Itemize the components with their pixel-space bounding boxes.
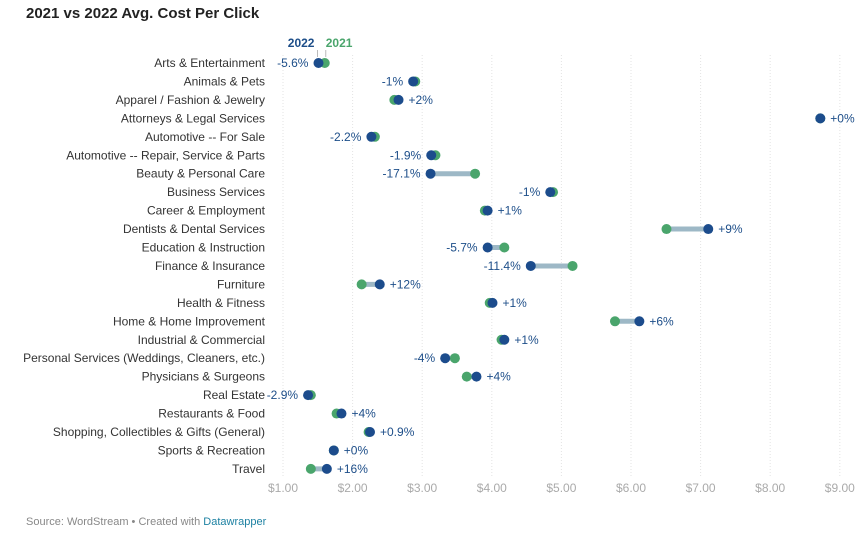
change-label: +12%: [390, 277, 421, 291]
x-tick-label: $7.00: [686, 481, 716, 495]
change-label: +0%: [830, 111, 855, 125]
dot-2021: [449, 353, 460, 364]
category-label: Arts & Entertainment: [154, 56, 265, 70]
dot-2022: [408, 76, 419, 87]
category-label: Travel: [232, 462, 265, 476]
x-tick-label: $8.00: [755, 481, 785, 495]
dot-2022: [815, 113, 826, 124]
category-label: Health & Fitness: [177, 296, 265, 310]
dot-2022: [499, 334, 510, 345]
dot-2022: [525, 260, 536, 271]
category-label: Automotive -- Repair, Service & Parts: [66, 148, 265, 162]
category-label: Animals & Pets: [184, 74, 265, 88]
legend-2021: 2021: [326, 36, 353, 50]
change-label: +0.9%: [380, 425, 415, 439]
chart-title: 2021 vs 2022 Avg. Cost Per Click: [26, 5, 260, 22]
dot-2022: [393, 94, 404, 105]
dot-2021: [499, 242, 510, 253]
category-label: Physicians & Surgeons: [142, 370, 265, 384]
category-label: Business Services: [167, 185, 265, 199]
change-label: -1.9%: [390, 148, 422, 162]
x-tick-label: $3.00: [407, 481, 437, 495]
dot-2021: [305, 463, 316, 474]
legend-2022: 2022: [288, 36, 315, 50]
dot-2022: [487, 297, 498, 308]
dot-2021: [567, 260, 578, 271]
change-label: -11.4%: [484, 259, 521, 273]
change-label: -17.1%: [383, 167, 421, 181]
footer: Source: WordStream • Created with Datawr…: [26, 516, 266, 528]
dot-2022: [374, 279, 385, 290]
category-label: Education & Instruction: [142, 241, 265, 255]
dot-2022: [321, 463, 332, 474]
category-label: Apparel / Fashion & Jewelry: [116, 93, 265, 107]
category-label: Personal Services (Weddings, Cleaners, e…: [23, 351, 265, 365]
dot-2021: [661, 224, 672, 235]
dot-2022: [328, 445, 339, 456]
change-label: -4%: [414, 351, 436, 365]
category-label: Automotive -- For Sale: [145, 130, 265, 144]
category-label: Restaurants & Food: [158, 407, 265, 421]
category-label: Beauty & Personal Care: [136, 167, 265, 181]
change-label: -2.2%: [330, 130, 362, 144]
dot-2022: [426, 150, 437, 161]
dot-2022: [313, 58, 324, 68]
dot-2022: [482, 205, 493, 216]
x-tick-label: $6.00: [616, 481, 646, 495]
change-label: +1%: [514, 333, 539, 347]
x-tick-label: $9.00: [825, 481, 855, 495]
change-label: +16%: [337, 462, 368, 476]
datawrapper-link[interactable]: Datawrapper: [203, 516, 267, 528]
dot-2022: [303, 390, 314, 401]
change-label: +1%: [502, 296, 527, 310]
dot-2022: [634, 316, 645, 327]
dot-2021: [356, 279, 367, 290]
dot-2022: [425, 168, 436, 179]
dot-2022: [336, 408, 347, 419]
category-label: Furniture: [217, 277, 265, 291]
dot-2022: [703, 224, 714, 235]
category-label: Career & Employment: [147, 204, 266, 218]
dot-2022: [366, 131, 377, 142]
x-tick-label: $4.00: [477, 481, 507, 495]
dot-2022: [545, 187, 556, 198]
change-label: +2%: [409, 93, 434, 107]
category-label: Home & Home Improvement: [113, 314, 266, 328]
dot-2022: [440, 353, 451, 364]
x-tick-label: $1.00: [268, 481, 298, 495]
dot-2021: [470, 168, 481, 179]
category-label: Sports & Recreation: [158, 443, 265, 457]
category-label: Real Estate: [203, 388, 265, 402]
change-label: -1%: [519, 185, 541, 199]
change-label: -2.9%: [267, 388, 299, 402]
dot-2022: [471, 371, 482, 382]
change-label: +4%: [486, 370, 511, 384]
x-tick-label: $2.00: [338, 481, 368, 495]
category-label: Dentists & Dental Services: [123, 222, 265, 236]
change-label: -1%: [382, 74, 404, 88]
category-label: Finance & Insurance: [155, 259, 265, 273]
category-label: Attorneys & Legal Services: [121, 111, 265, 125]
change-label: -5.7%: [446, 241, 478, 255]
change-label: +1%: [498, 204, 523, 218]
change-label: +0%: [344, 443, 369, 457]
source-text: Source: WordStream • Created with: [26, 516, 204, 528]
change-label: +4%: [351, 407, 376, 421]
dot-2021: [609, 316, 620, 327]
dot-2021: [461, 371, 472, 382]
category-label: Industrial & Commercial: [138, 333, 265, 347]
dot-2022: [482, 242, 493, 253]
change-label: +9%: [718, 222, 743, 236]
dot-2022: [365, 427, 375, 437]
category-label: Shopping, Collectibles & Gifts (General): [53, 425, 265, 439]
x-tick-label: $5.00: [546, 481, 576, 495]
change-label: +6%: [649, 314, 674, 328]
change-label: -5.6%: [277, 56, 309, 70]
